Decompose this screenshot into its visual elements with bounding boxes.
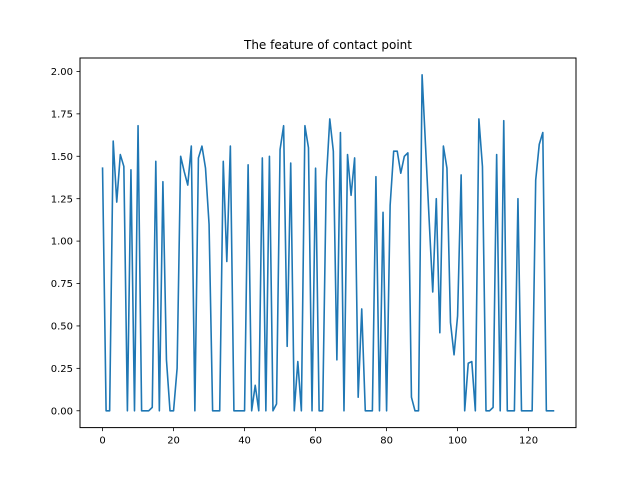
series-line-0 [101,74,555,412]
y-axis: 0.00 0.25 0.50 0.75 1.00 1.25 1.50 1.75 2.00 [51,67,80,417]
y-tick-label: 0.50 [51,322,73,333]
y-tick-label: 1.00 [51,237,73,248]
x-tick-label: 100 [448,436,467,447]
plot-area [101,74,555,412]
y-tick-label: 1.75 [51,109,73,120]
y-tick-label: 0.00 [51,406,73,417]
x-tick-label: 80 [380,436,393,447]
x-tick-label: 60 [309,436,322,447]
chart-title: The feature of contact point [243,38,412,52]
y-tick-label: 1.50 [51,152,73,163]
axes-frame [79,57,577,429]
x-axis: 0 20 40 60 80 100 120 [99,427,538,447]
y-tick-label: 0.25 [51,364,73,375]
y-tick-label: 0.75 [51,279,73,290]
x-tick-label: 20 [167,436,180,447]
y-tick-label: 1.25 [51,194,73,205]
x-tick-label: 120 [519,436,538,447]
x-tick-label: 0 [99,436,105,447]
x-tick-label: 40 [238,436,251,447]
y-tick-label: 2.00 [51,67,73,78]
